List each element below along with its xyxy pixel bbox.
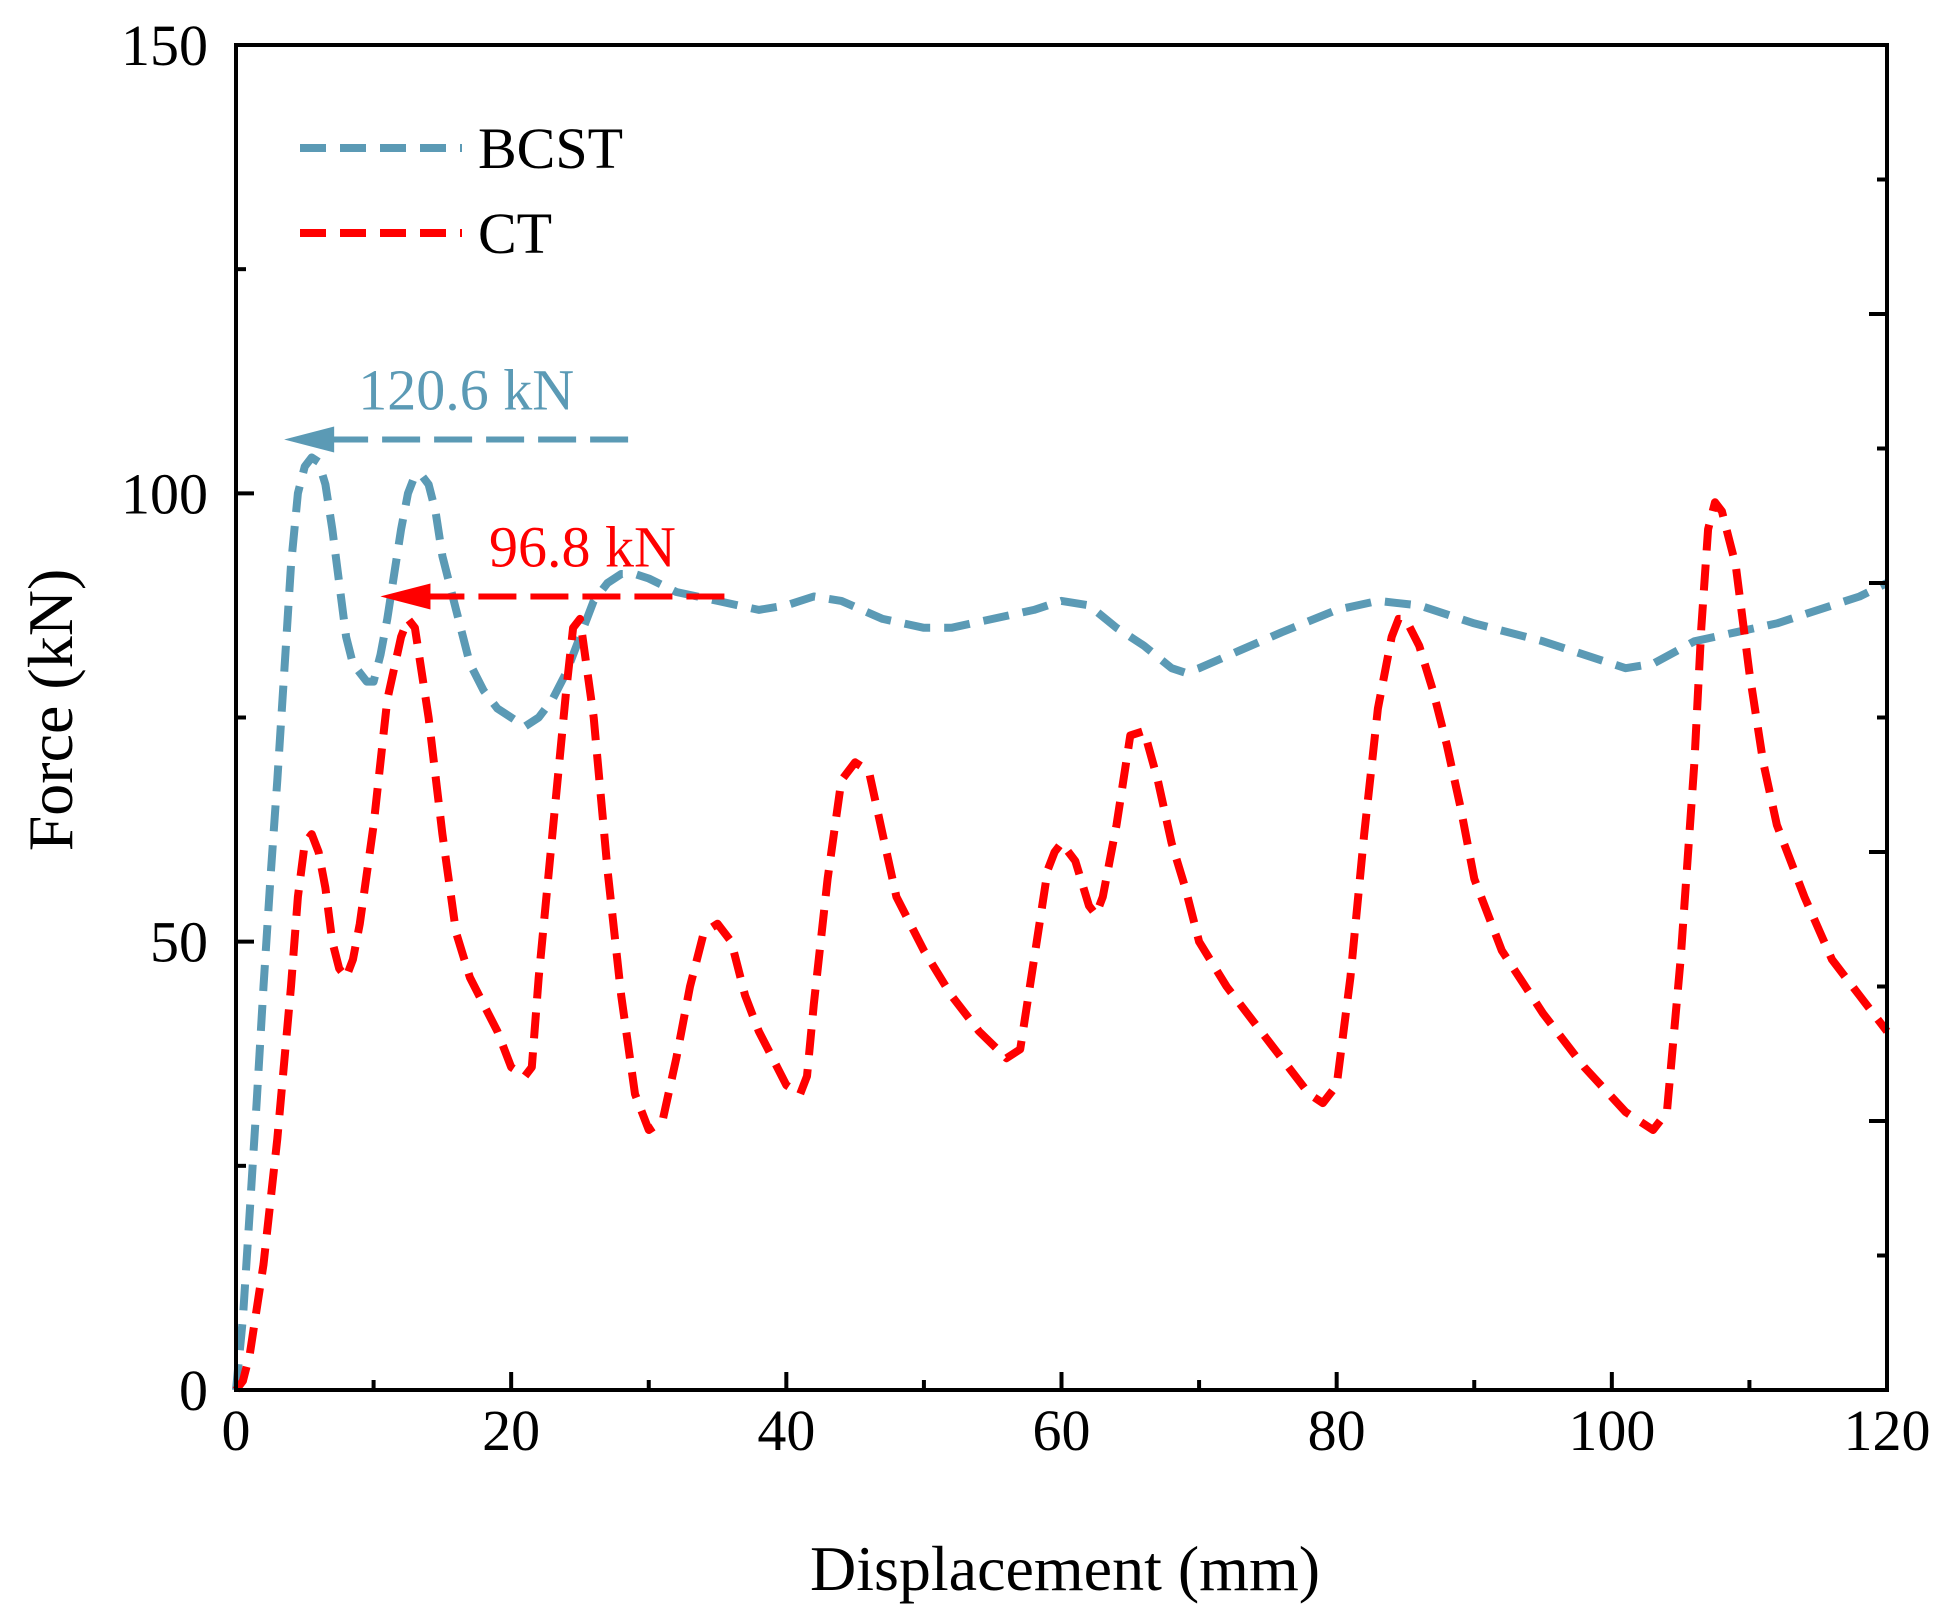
axis-layer: 0 20 40 60 80 100 120 0 50 100 150 (121, 13, 1931, 1463)
y-axis-title: Force (kN) (15, 569, 86, 852)
legend-label-bcst: BCST (478, 116, 623, 181)
annotation-arrow-head (284, 426, 335, 453)
x-tick-label: 20 (482, 1398, 540, 1463)
x-tick-label: 120 (1844, 1398, 1931, 1463)
annotation-label: 96.8 kN (489, 514, 676, 579)
legend-label-ct: CT (478, 201, 552, 266)
y-tick-label: 0 (179, 1358, 208, 1423)
x-tick-label: 100 (1568, 1398, 1655, 1463)
annotation-layer: 120.6 kN 96.8 kN (284, 358, 725, 610)
x-axis-title: Displacement (mm) (810, 1533, 1320, 1604)
annotation-label: 120.6 kN (358, 358, 574, 423)
annotation-arrow-head (380, 583, 431, 610)
y-tick-label: 100 (121, 461, 208, 526)
series-line-ct (232, 498, 1891, 1393)
y-tick-label: 150 (121, 13, 208, 78)
legend: BCST CT (300, 116, 623, 266)
x-tick-label: 80 (1308, 1398, 1366, 1463)
x-tick-label: 0 (222, 1398, 251, 1463)
series-layer (232, 453, 1891, 1393)
x-tick-label: 40 (757, 1398, 815, 1463)
x-tick-label: 60 (1033, 1398, 1091, 1463)
y-tick-label: 50 (150, 910, 208, 975)
